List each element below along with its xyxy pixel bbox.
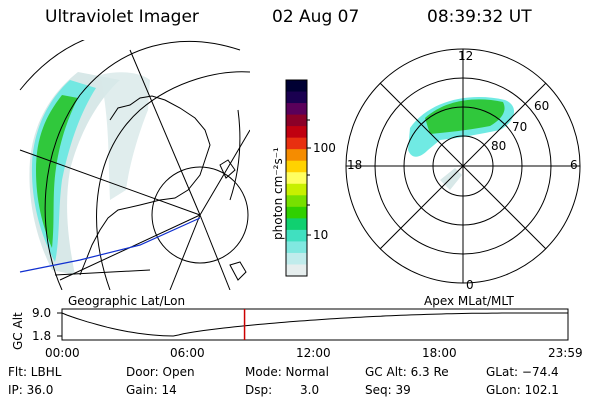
- gain-info: Gain: 14: [126, 383, 177, 397]
- glon-info: GLon: 102.1: [486, 383, 559, 397]
- lat-label-80: 80: [491, 139, 507, 153]
- glat-info: GLat: −74.4: [486, 365, 559, 379]
- altitude-tick-low: 1.8: [32, 329, 52, 343]
- colorbar-segment: [286, 80, 307, 93]
- colorbar-segment: [286, 126, 307, 139]
- colorbar-segment: [286, 114, 307, 127]
- time-label: 08:39:32 UT: [427, 7, 532, 27]
- colorbar-segment: [286, 172, 307, 185]
- time-tick-0000: 00:00: [45, 346, 80, 360]
- colorbar-segment: [286, 218, 307, 231]
- altitude-tick-high: 9.0: [32, 306, 52, 320]
- dsp-value: 3.0: [300, 383, 320, 397]
- aurora-green-band: [36, 95, 78, 248]
- mlt-label-6: 6: [570, 158, 578, 172]
- colorbar-tick-100: 100: [313, 141, 336, 155]
- colorbar-segment: [286, 264, 307, 277]
- dsp-label: Dsp:: [245, 383, 273, 397]
- polar-aurora-faint: [440, 168, 462, 190]
- colorbar-segment: [286, 149, 307, 162]
- apex-map-label: Apex MLat/MLT: [424, 294, 514, 308]
- time-tick-2359: 23:59: [548, 346, 583, 360]
- colorbar-tick-10: 10: [313, 228, 329, 242]
- colorbar-unit-label: photon cm⁻²s⁻¹: [271, 147, 285, 240]
- colorbar-segment: [286, 103, 307, 116]
- color-bar: [286, 80, 307, 277]
- date-label: 02 Aug 07: [272, 7, 360, 27]
- app-title: Ultraviolet Imager: [45, 7, 199, 27]
- ip-info: IP: 36.0: [8, 383, 54, 397]
- colorbar-segment: [286, 183, 307, 196]
- lat-label-70: 70: [512, 120, 528, 134]
- lat-label-60: 60: [534, 99, 550, 113]
- mlt-label-12: 12: [458, 49, 474, 63]
- door-info: Door: Open: [126, 365, 195, 379]
- mlt-label-18: 18: [347, 158, 363, 172]
- polar-aurora-green: [425, 99, 505, 134]
- colorbar-segment: [286, 160, 307, 173]
- seq-info: Seq: 39: [365, 383, 411, 397]
- colorbar-segment: [286, 91, 307, 104]
- time-tick-1200: 12:00: [296, 346, 331, 360]
- gc-alt-info: GC Alt: 6.3 Re: [365, 365, 449, 379]
- track-line: [19, 217, 201, 273]
- colorbar-segment: [286, 137, 307, 150]
- colorbar-segment: [286, 241, 307, 254]
- mode-info: Mode: Normal: [245, 365, 329, 379]
- geographic-map-label: Geographic Lat/Lon: [68, 294, 186, 308]
- colorbar-segment: [286, 195, 307, 208]
- altitude-plot-frame: [61, 308, 569, 341]
- mlt-label-0: 0: [466, 278, 474, 292]
- time-tick-1800: 18:00: [422, 346, 457, 360]
- colorbar-segment: [286, 252, 307, 265]
- colorbar-segment: [286, 229, 307, 242]
- altitude-curve: [61, 312, 568, 337]
- altitude-axis-label: GC Alt: [11, 312, 25, 350]
- flt-info: Flt: LBHL: [8, 365, 62, 379]
- colorbar-segment: [286, 206, 307, 219]
- aurora-faint: [100, 72, 150, 200]
- time-tick-0600: 06:00: [170, 346, 205, 360]
